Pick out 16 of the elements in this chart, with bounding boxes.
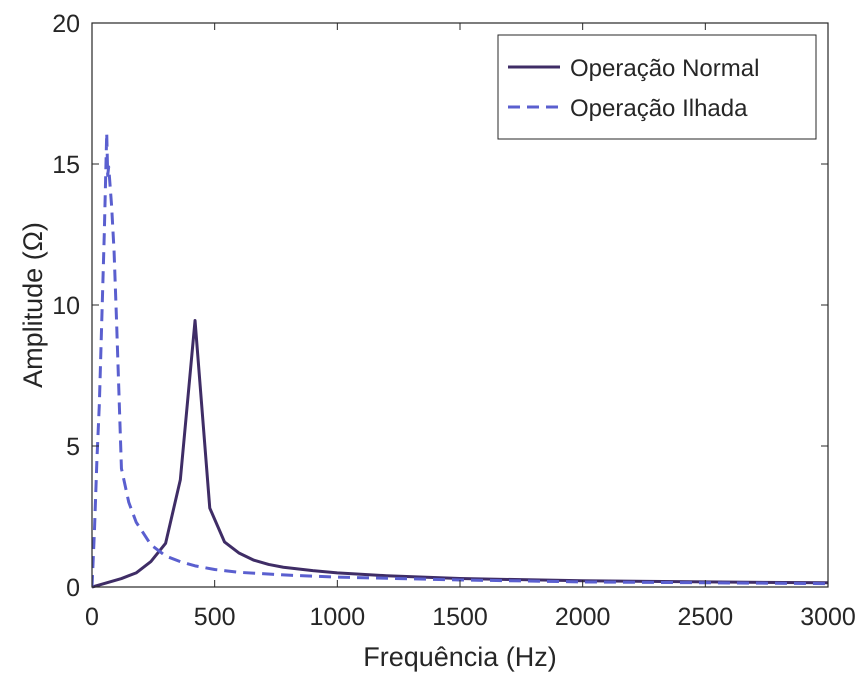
x-tick-label: 2500 bbox=[678, 603, 734, 631]
y-tick-label: 10 bbox=[52, 292, 80, 320]
y-tick-label: 20 bbox=[52, 10, 80, 38]
x-tick-label: 2000 bbox=[554, 603, 610, 631]
y-tick-label: 0 bbox=[66, 574, 80, 602]
x-tick-label: 500 bbox=[194, 603, 236, 631]
y-tick-label: 5 bbox=[66, 433, 80, 461]
x-axis-title: Frequência (Hz) bbox=[363, 642, 557, 672]
y-tick-label: 15 bbox=[52, 151, 80, 179]
y-axis-title: Amplitude (Ω) bbox=[18, 222, 48, 388]
x-tick-label: 3000 bbox=[800, 603, 856, 631]
legend-label: Operação Normal bbox=[570, 55, 760, 82]
legend-label: Operação Ilhada bbox=[570, 95, 748, 122]
x-tick-label: 1000 bbox=[310, 603, 366, 631]
x-tick-label: 1500 bbox=[432, 603, 488, 631]
x-tick-label: 0 bbox=[85, 603, 99, 631]
